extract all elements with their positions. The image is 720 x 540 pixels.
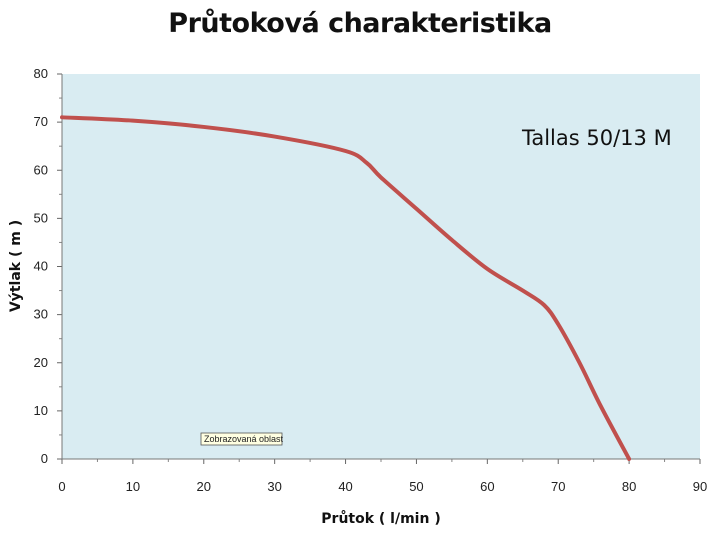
- tooltip: Zobrazovaná oblast: [200, 432, 284, 446]
- y-tick-label: 80: [34, 66, 48, 81]
- y-tick-label: 40: [34, 259, 48, 274]
- x-tick-label: 80: [622, 479, 636, 494]
- x-tick-label: 10: [126, 479, 140, 494]
- x-tick-label: 90: [693, 479, 707, 494]
- y-tick-label: 70: [34, 114, 48, 129]
- series-line: [60, 115, 632, 461]
- tooltip-text: Zobrazovaná oblast: [204, 434, 284, 444]
- y-tick-label: 20: [34, 355, 48, 370]
- y-axis-label: Výtlak ( m ): [8, 220, 24, 312]
- y-tick-label: 0: [41, 451, 48, 466]
- x-tick-label: 30: [267, 479, 281, 494]
- chart-title: Průtoková charakteristika: [168, 8, 552, 39]
- y-tick-label: 60: [34, 162, 48, 177]
- x-tick-label: 60: [480, 479, 494, 494]
- x-tick-label: 40: [338, 479, 352, 494]
- y-tick-label: 50: [34, 210, 48, 225]
- model-annotation: Tallas 50/13 M: [521, 126, 672, 150]
- y-axis: 0 10 20 30 40 50 60 70 80: [34, 66, 62, 466]
- x-tick-label: 50: [409, 479, 423, 494]
- x-tick-label: 0: [58, 479, 65, 494]
- y-tick-label: 30: [34, 307, 48, 322]
- x-tick-label: 20: [197, 479, 211, 494]
- tooltip-box: [200, 432, 283, 446]
- x-axis-label: Průtok ( l/min ): [321, 510, 440, 527]
- y-tick-label: 10: [34, 403, 48, 418]
- x-tick-label: 70: [551, 479, 565, 494]
- x-axis: 0 10 20 30 40 50 60 70 80 90: [58, 459, 707, 494]
